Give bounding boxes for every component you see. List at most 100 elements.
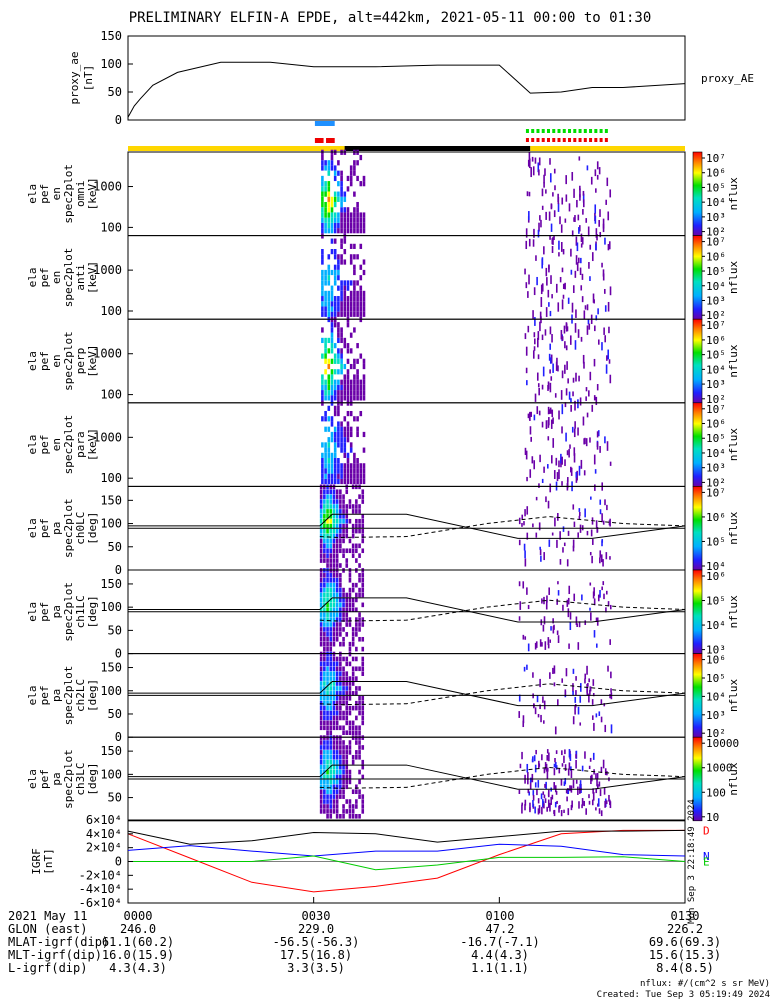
spectrogram-cell — [547, 436, 550, 441]
proxy-ae-ytick: 150 — [100, 29, 122, 43]
spectrogram-cell — [582, 416, 585, 426]
spectrogram-cell — [351, 676, 355, 681]
spectrogram-cell — [588, 693, 590, 703]
spectrogram-cell — [349, 254, 353, 260]
panel-ylabel-line: pef — [38, 351, 51, 371]
spectrogram-cell — [327, 269, 331, 276]
spectrogram-cell — [329, 489, 333, 495]
spectrogram-cell — [326, 745, 329, 750]
spectrogram-cell — [335, 686, 339, 691]
spectrogram-cell — [345, 809, 349, 814]
spectrogram-cell — [333, 369, 337, 375]
spectrogram-cell — [342, 750, 345, 755]
spectrogram-cell — [606, 504, 608, 511]
spectrogram-cell — [339, 745, 342, 750]
spectrogram-cell — [326, 514, 329, 519]
spectrogram-cell — [591, 799, 594, 806]
spectrogram-cell — [532, 790, 535, 796]
spectrogram-cell — [553, 682, 556, 687]
spectrogram-cell — [518, 517, 521, 525]
spectrogram-cell — [345, 671, 349, 676]
spectrogram-cell — [337, 442, 340, 448]
spectrogram-cell — [527, 772, 529, 781]
spectrogram-cell — [355, 528, 358, 534]
spectrogram-cell — [576, 262, 579, 272]
spectrogram-cell — [319, 809, 323, 814]
spectrogram-cell — [323, 715, 326, 721]
spectrogram-cell — [342, 499, 345, 504]
spectrogram-cell — [326, 627, 329, 632]
spectrogram-cell — [340, 181, 343, 187]
spectrogram-cell — [351, 553, 355, 558]
spectrogram-cell — [574, 421, 576, 429]
spectrogram-cell — [353, 395, 356, 401]
spectrogram-cell — [337, 332, 340, 338]
spectrogram-cell — [339, 632, 342, 637]
spectrogram-cell — [329, 632, 333, 637]
spectrogram-cell — [525, 282, 528, 289]
spectrogram-cell — [580, 336, 583, 342]
spectrogram-cell — [566, 559, 569, 567]
spectrogram-cell — [579, 696, 582, 703]
spectrogram-cell — [349, 468, 353, 474]
spectrogram-cell — [351, 666, 355, 672]
spectrogram-cell — [343, 285, 347, 291]
spectrogram-cell — [319, 499, 323, 504]
spectrogram-cell — [326, 612, 329, 617]
colorbar-tick-label: 10⁵ — [706, 181, 726, 194]
spectrogram-cell — [329, 533, 333, 539]
spectrogram-cell — [351, 671, 355, 676]
spectrogram-cell — [549, 357, 552, 364]
panel-ylabel-line: [keV] — [86, 428, 99, 461]
spectrogram-cell — [343, 437, 347, 443]
spectrogram-cell — [345, 681, 349, 686]
spectrogram-cell — [340, 207, 343, 213]
spectrogram-cell — [326, 691, 329, 696]
spectrogram-cell — [323, 774, 326, 780]
spectrogram-cell — [537, 229, 540, 238]
spectrogram-cell — [332, 558, 336, 563]
spectrogram-cell — [330, 332, 334, 338]
spectrogram-cell — [337, 327, 340, 333]
y-tick-label: 1000 — [93, 263, 122, 277]
spectrogram-cell — [319, 764, 323, 770]
colorbar-tick-label: 10² — [706, 476, 726, 489]
spectrogram-cell — [332, 799, 336, 804]
spectrogram-cell — [332, 725, 336, 731]
spectrogram-cell — [598, 220, 600, 227]
spectrogram-cell — [339, 794, 342, 799]
spectrogram-cell — [573, 453, 576, 463]
spectrogram-cell — [339, 523, 342, 529]
spectrogram-cell — [535, 496, 538, 501]
spectrogram-cell — [339, 656, 342, 662]
spectrogram-cell — [361, 710, 365, 716]
spectrogram-cell — [342, 691, 345, 696]
footer-block: 2021 May 11 0000 0030 0100 0130 GLON (ea… — [8, 909, 770, 1000]
colorbar-5 — [692, 486, 703, 571]
spectrogram-cell — [358, 523, 361, 529]
spectrogram-cell — [337, 405, 340, 411]
spectrogram-cell — [319, 676, 323, 681]
colorbar-label: nflux — [727, 260, 740, 293]
spectrogram-cell — [319, 518, 323, 524]
spectrogram-cell — [358, 794, 361, 799]
spectrogram-cell — [332, 617, 336, 622]
spectrogram-cell — [570, 248, 572, 257]
spectrogram-cell — [335, 622, 339, 627]
spectrogram-cell — [552, 438, 555, 448]
spectrogram-cell — [595, 617, 598, 623]
proxy-ae-ytick: 0 — [115, 113, 122, 127]
spectrogram-cell — [335, 558, 339, 563]
spectrogram-cell — [560, 224, 563, 233]
spectrogram-cell — [326, 499, 329, 504]
spectrogram-cell — [575, 754, 577, 759]
spectrogram-cell — [356, 301, 359, 307]
spectrogram-cell — [333, 175, 337, 182]
spectrogram-cell — [561, 404, 564, 415]
spectrogram-cell — [595, 315, 598, 321]
y-tick-label: 0 — [115, 647, 122, 661]
status-mark-green — [552, 129, 556, 133]
spectrogram-cell — [339, 769, 342, 775]
spectrogram-cell — [525, 346, 528, 356]
